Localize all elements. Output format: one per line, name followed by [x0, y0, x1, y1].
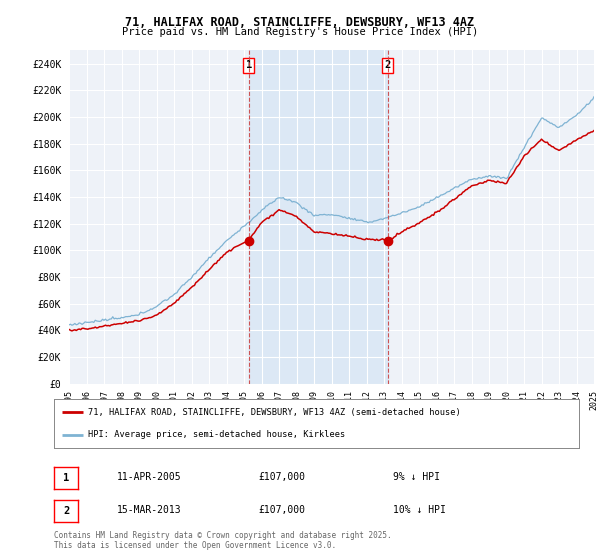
Text: 2: 2 — [385, 60, 391, 71]
Text: 10% ↓ HPI: 10% ↓ HPI — [393, 505, 446, 515]
Bar — [249, 50, 388, 384]
Text: 11-APR-2005: 11-APR-2005 — [117, 472, 182, 482]
Text: 2: 2 — [63, 506, 69, 516]
Text: 15-MAR-2013: 15-MAR-2013 — [117, 505, 182, 515]
Text: 9% ↓ HPI: 9% ↓ HPI — [393, 472, 440, 482]
Text: 1: 1 — [63, 473, 69, 483]
Text: HPI: Average price, semi-detached house, Kirklees: HPI: Average price, semi-detached house,… — [88, 430, 346, 439]
Text: 71, HALIFAX ROAD, STAINCLIFFE, DEWSBURY, WF13 4AZ (semi-detached house): 71, HALIFAX ROAD, STAINCLIFFE, DEWSBURY,… — [88, 408, 461, 417]
Text: £107,000: £107,000 — [258, 472, 305, 482]
Text: Price paid vs. HM Land Registry's House Price Index (HPI): Price paid vs. HM Land Registry's House … — [122, 27, 478, 37]
Text: 71, HALIFAX ROAD, STAINCLIFFE, DEWSBURY, WF13 4AZ: 71, HALIFAX ROAD, STAINCLIFFE, DEWSBURY,… — [125, 16, 475, 29]
Text: £107,000: £107,000 — [258, 505, 305, 515]
Text: 1: 1 — [245, 60, 252, 71]
Text: Contains HM Land Registry data © Crown copyright and database right 2025.
This d: Contains HM Land Registry data © Crown c… — [54, 530, 392, 550]
